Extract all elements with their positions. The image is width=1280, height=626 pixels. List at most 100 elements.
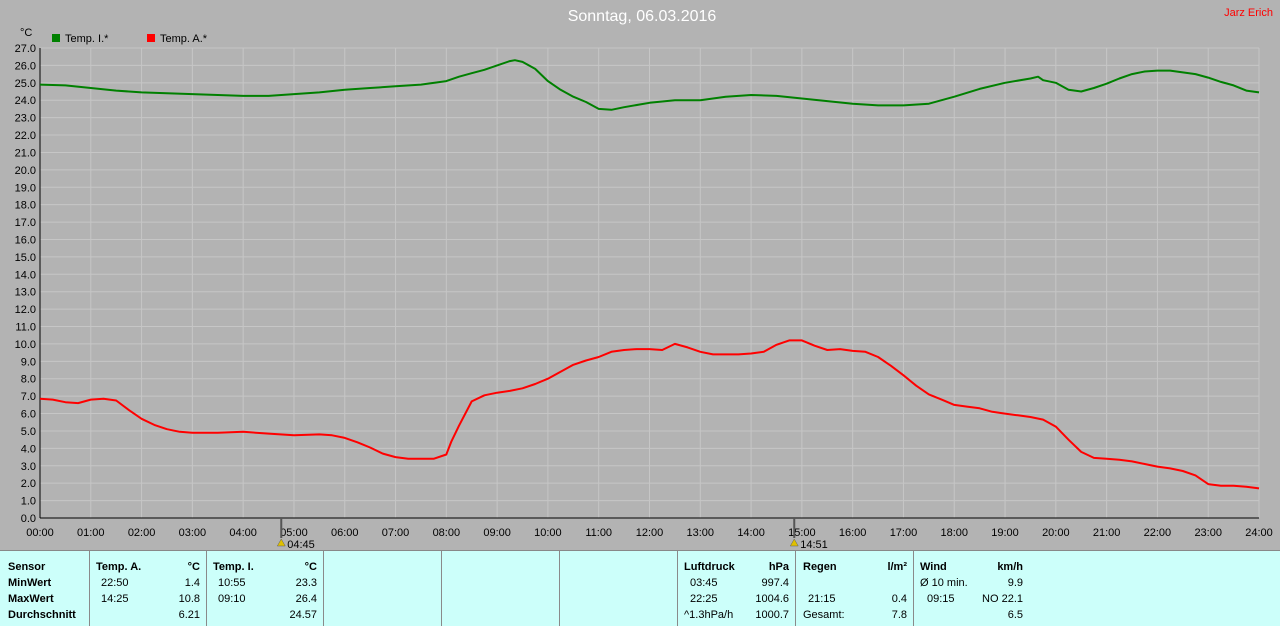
row-label-min: MinWert [8,577,52,589]
luftdruck-header: Luftdruck [684,561,735,573]
row-label-max: MaxWert [8,593,54,605]
x-tick-label: 05:00 [280,527,308,539]
wind-avg10: 9.9 [1007,577,1023,589]
y-tick-label: 4.0 [21,443,36,455]
y-tick-label: 3.0 [21,461,36,473]
regen-unit: l/m² [887,561,907,573]
x-tick-label: 08:00 [433,527,461,539]
temp-i-unit: °C [304,561,317,573]
temp-i-max-time: 09:10 [218,593,246,605]
legend-swatch-inside [52,34,60,42]
y-tick-label: 19.0 [15,182,36,194]
temp-i-min-time: 10:55 [218,577,246,589]
stats-luftdruck-column: Luftdruck hPa 03:45 997.4 22:25 1004.6 ^… [677,551,795,626]
stats-temp-a-column: Temp. A. °C 22:50 1.4 14:25 10.8 6.21 [89,551,206,626]
x-tick-label: 12:00 [636,527,664,539]
wind-max: NO 22.1 [982,593,1023,605]
y-tick-label: 6.0 [21,409,36,421]
luftdruck-max-time: 22:25 [690,593,718,605]
temp-a-avg: 6.21 [178,609,200,621]
luftdruck-min-time: 03:45 [690,577,718,589]
luftdruck-trend: ^1.3hPa/h [684,609,734,621]
temp-a-min: 1.4 [184,577,200,589]
y-tick-label: 20.0 [15,165,36,177]
sunrise-icon [276,538,286,547]
y-tick-label: 25.0 [15,78,36,90]
wind-avg-label: Ø 10 min. [920,577,968,589]
temp-i-max: 26.4 [295,593,317,605]
x-tick-label: 13:00 [687,527,715,539]
y-tick-label: 15.0 [15,252,36,264]
stats-temp-i-column: Temp. I. °C 10:55 23.3 09:10 26.4 24.57 [206,551,323,626]
x-tick-label: 07:00 [382,527,410,539]
x-tick-label: 01:00 [77,527,105,539]
y-axis-unit: °C [20,27,32,39]
x-axis-ticks: 00:00 01:00 02:00 03:00 04:00 05:00 06:00 07:00… [26,527,1273,539]
temp-a-max-time: 14:25 [101,593,129,605]
y-tick-label: 9.0 [21,356,36,368]
regen-total-label: Gesamt: [803,609,845,621]
legend-label-outside: Temp. A.* [160,33,208,45]
temp-a-unit: °C [187,561,200,573]
stats-empty-column-3 [559,551,677,626]
y-tick-label: 8.0 [21,374,36,386]
y-tick-label: 18.0 [15,200,36,212]
chart-title: Sonntag, 06.03.2016 [568,8,717,25]
y-tick-label: 16.0 [15,234,36,246]
y-tick-label: 13.0 [15,287,36,299]
wind-header: Wind [920,561,947,573]
x-tick-label: 09:00 [483,527,511,539]
regen-total: 7.8 [891,609,907,621]
x-tick-label: 17:00 [890,527,918,539]
x-tick-label: 21:00 [1093,527,1121,539]
series-line-outside [39,339,1260,490]
x-tick-label: 22:00 [1144,527,1172,539]
y-tick-label: 0.0 [21,513,36,525]
y-tick-label: 7.0 [21,391,36,403]
legend: Temp. I.* Temp. A.* [52,33,208,45]
wind-avg: 6.5 [1007,609,1023,621]
x-tick-label: 02:00 [128,527,156,539]
x-tick-label: 06:00 [331,527,359,539]
regen-max: 0.4 [891,593,907,605]
luftdruck-unit: hPa [768,561,789,573]
x-tick-label: 15:00 [788,527,816,539]
x-tick-label: 24:00 [1245,527,1273,539]
x-tick-label: 20:00 [1042,527,1070,539]
x-tick-label: 11:00 [585,527,612,539]
y-tick-label: 21.0 [15,147,36,159]
sunset-icon [789,538,799,547]
y-tick-label: 27.0 [15,43,36,55]
sun-markers: 04:45 14:51 [276,518,828,550]
stats-wind-column: Wind km/h Ø 10 min. 9.9 09:15 NO 22.1 6.… [913,551,1029,626]
stats-empty-column-1 [323,551,441,626]
luftdruck-min: 997.4 [761,577,789,589]
y-tick-label: 10.0 [15,339,36,351]
wind-max-time: 09:15 [927,593,955,605]
stats-regen-column: Regen l/m² 21:15 0.4 Gesamt: 7.8 [795,551,913,626]
x-tick-label: 23:00 [1194,527,1222,539]
y-axis-ticks: 0.0 1.0 2.0 3.0 4.0 5.0 6.0 7.0 8.0 9.0 10.0 11.0 12… [15,43,36,525]
y-tick-label: 2.0 [21,478,36,490]
statistics-panel: Sensor MinWert MaxWert Durchschnitt Temp… [0,550,1280,626]
x-tick-label: 04:00 [229,527,257,539]
luftdruck-max: 1004.6 [755,593,789,605]
wind-unit: km/h [997,561,1023,573]
marker-time-label: 14:51 [800,539,828,550]
y-tick-label: 11.0 [15,322,36,334]
y-tick-label: 5.0 [21,426,36,438]
y-tick-label: 12.0 [15,304,36,316]
y-tick-label: 26.0 [15,60,36,72]
legend-swatch-outside [147,34,155,42]
series-lines [39,59,1260,490]
y-tick-label: 24.0 [15,95,36,107]
regen-header: Regen [803,561,837,573]
x-tick-label: 14:00 [737,527,765,539]
y-tick-label: 17.0 [15,217,36,229]
x-tick-label: 19:00 [991,527,1019,539]
x-tick-label: 16:00 [839,527,867,539]
y-tick-label: 22.0 [15,130,36,142]
y-tick-label: 23.0 [15,113,36,125]
temp-i-avg: 24.57 [289,609,317,621]
legend-label-inside: Temp. I.* [65,33,109,45]
